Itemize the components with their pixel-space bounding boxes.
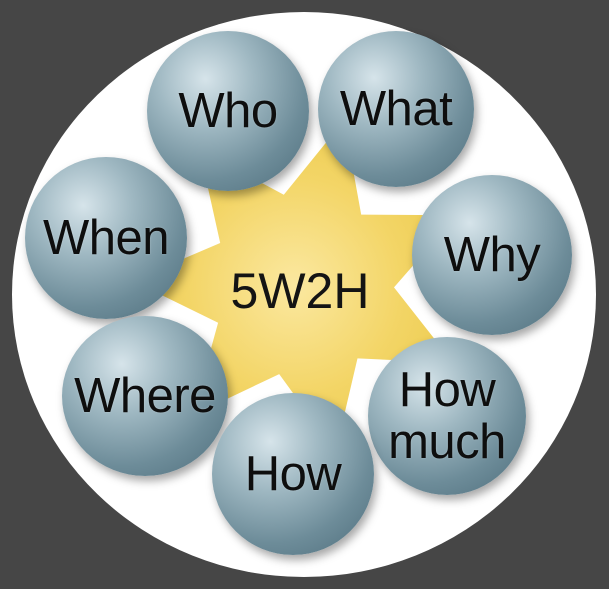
how-much-line-1: How bbox=[398, 363, 496, 417]
where-ball: Where bbox=[62, 316, 228, 476]
why-label: Why bbox=[443, 228, 541, 282]
when-ball: When bbox=[25, 157, 187, 319]
what-label: What bbox=[339, 82, 453, 136]
why-ball: Why bbox=[412, 175, 572, 335]
who-ball: Who bbox=[147, 31, 309, 191]
center-label: 5W2H bbox=[230, 263, 370, 319]
how-label: How bbox=[244, 447, 342, 501]
who-label: Who bbox=[178, 84, 278, 138]
how-ball: How bbox=[212, 393, 374, 555]
what-ball: What bbox=[318, 31, 474, 187]
how-much-line-2: much bbox=[388, 415, 506, 469]
where-label: Where bbox=[74, 369, 216, 423]
how-much-label: How much bbox=[388, 364, 506, 468]
when-label: When bbox=[42, 211, 170, 265]
how-much-ball: How much bbox=[368, 337, 526, 495]
